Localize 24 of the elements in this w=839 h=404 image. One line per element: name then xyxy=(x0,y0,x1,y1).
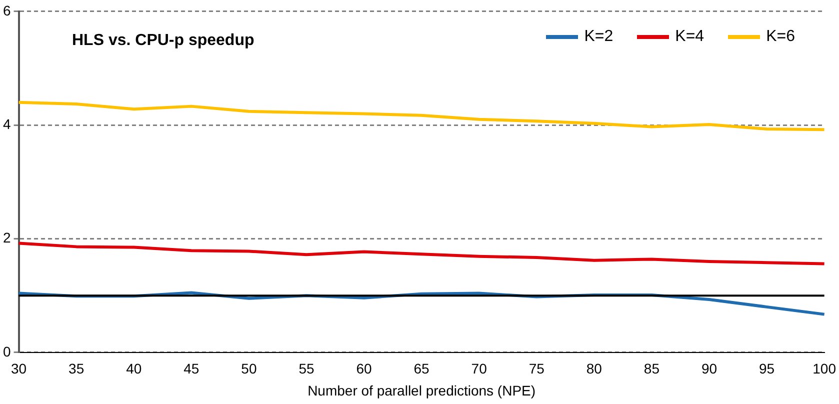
x-tick-label: 75 xyxy=(528,360,545,377)
x-tick-label: 80 xyxy=(586,360,602,377)
x-tick-label: 60 xyxy=(356,360,372,377)
x-tick-label: 35 xyxy=(68,360,84,377)
x-tick-label: 65 xyxy=(414,360,430,377)
x-tick-label: 85 xyxy=(644,360,660,377)
x-tick-label: 30 xyxy=(10,360,27,377)
legend-label: K=2 xyxy=(584,28,614,46)
x-tick-label: 50 xyxy=(241,360,257,377)
text: HLS vs. CPU-p speedup xyxy=(72,32,254,50)
y-tick-label: 2 xyxy=(2,230,11,246)
x-tick-label: 70 xyxy=(471,360,488,377)
x-tick-label: 100 xyxy=(812,360,836,377)
legend-label: K=4 xyxy=(675,28,704,46)
legend-label: K=6 xyxy=(766,28,795,46)
x-tick-label: 95 xyxy=(758,360,775,377)
y-tick-label: 0 xyxy=(2,343,11,360)
x-tick-label: 55 xyxy=(298,360,314,377)
x-axis-title: Number of parallel predictions (NPE) xyxy=(308,382,536,398)
y-tick-label: 4 xyxy=(2,116,11,132)
x-tick-label: 40 xyxy=(126,360,142,377)
y-tick-label: 6 xyxy=(2,2,11,18)
x-tick-label: 90 xyxy=(701,360,718,377)
x-tick-label: 45 xyxy=(184,360,200,377)
